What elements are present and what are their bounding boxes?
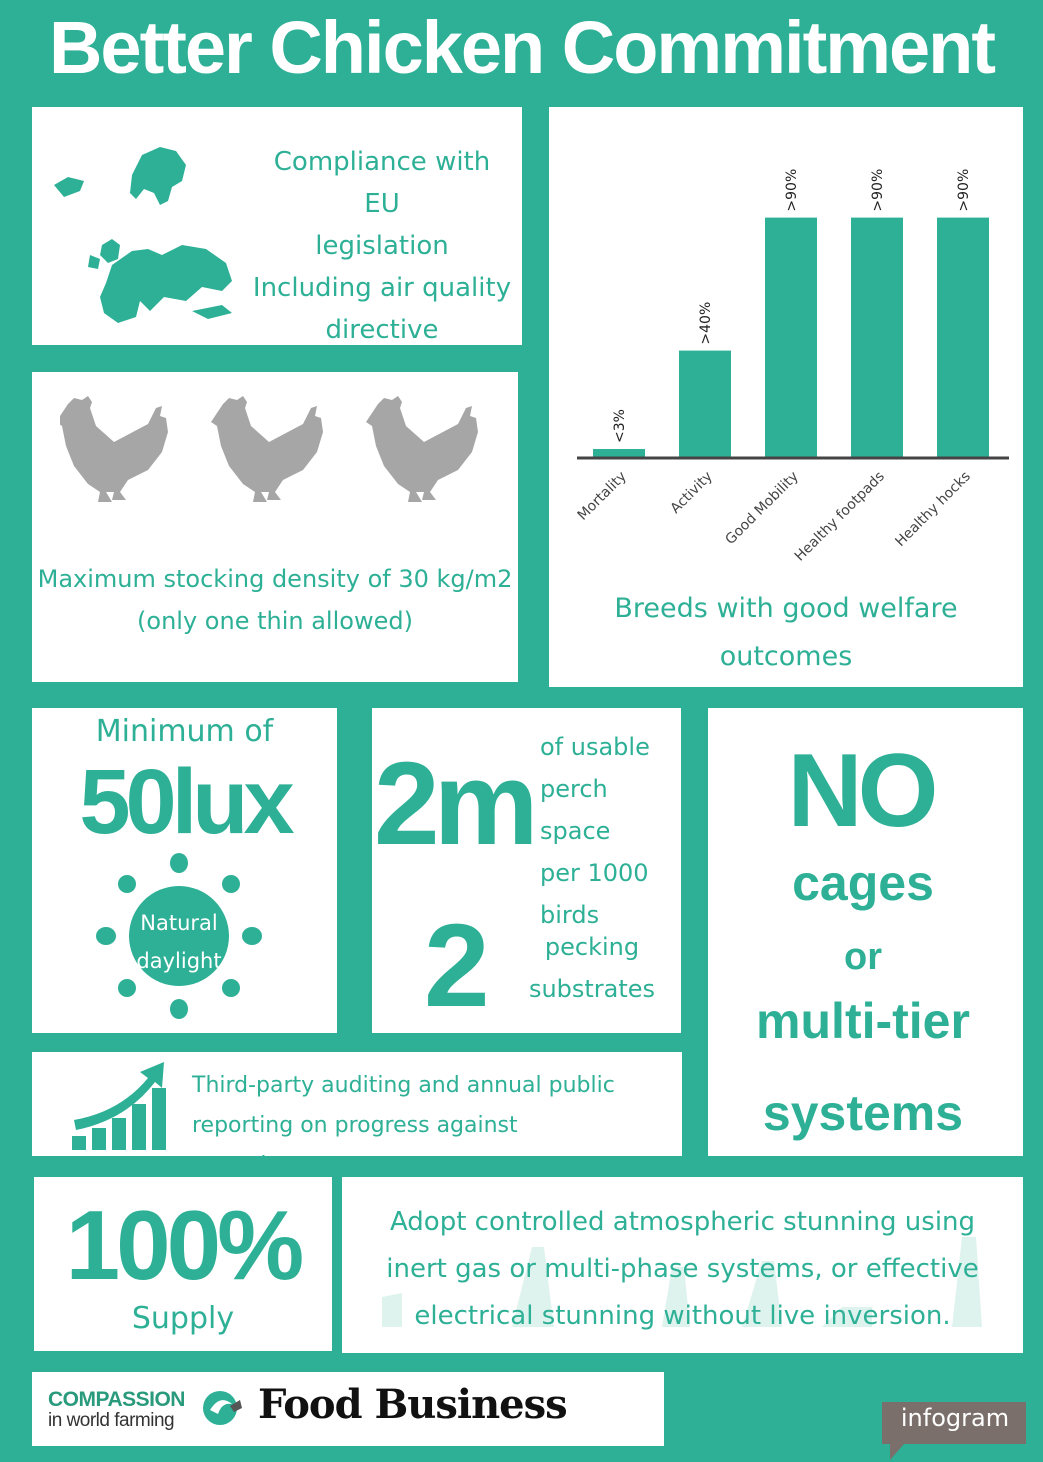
perch-line: perch space [540,775,611,845]
chart-bar [765,217,817,457]
stun-line: electrical stunning without live inversi… [414,1301,951,1331]
perch-panel: 2m of usable perch space per 1000 birds … [372,708,681,1033]
chart-category-label: Healthy footpads [792,469,888,565]
eu-compliance-panel: Compliance with EU legislation Including… [32,107,522,345]
page-title: Better Chicken Commitment [48,6,996,89]
pecking-line: substrates [528,975,656,1003]
europe-map-icon [54,147,232,323]
hen-icon [211,396,323,502]
perch-line: of usable [540,733,650,761]
factory-silhouette-icon [382,1237,982,1327]
audit-line: Third-party auditing and annual public [192,1073,615,1098]
eu-compliance-text: Compliance with EU legislation Including… [252,141,512,351]
pecking-value: 2 [424,900,490,1032]
perch-text: of usable perch space per 1000 birds [540,726,680,936]
chart-value-label: >40% [698,302,714,345]
stunning-text: Adopt controlled atmospheric stunning us… [362,1199,1003,1340]
supply-label: Supply [131,1301,235,1336]
chart-caption-line: Breeds with good welfare [614,593,958,624]
ciwf-swirl-icon [203,1391,242,1425]
sun-icon [96,853,262,1019]
chart-bar [851,217,903,457]
pecking-text: pecking substrates [512,926,672,1010]
hens-group [60,396,478,502]
eu-line: directive [325,315,439,345]
multi-tier-word: multi-tier [756,993,970,1049]
infogram-badge[interactable]: infogram [868,1398,1030,1462]
natural-daylight-label: Natural daylight [129,904,229,980]
chart-caption: Breeds with good welfare outcomes [549,585,1023,681]
welfare-outcomes-chart-panel: <3% Mortality >40% Activity >90% Good Mobilit… [549,107,1023,687]
stocking-line: Maximum stocking density of 30 kg/m2 [37,565,513,593]
chart-category-label: Mortality [575,469,630,524]
perch-value: 2m [374,738,539,870]
chart-value-label: >90% [956,169,972,212]
perch-line: birds [540,901,600,929]
ciwf-logo-bottom: in world farming [48,1410,175,1431]
or-word: or [844,936,882,978]
food-business-logo: Food Business [258,1381,568,1428]
infogram-tag-shape [882,1402,1026,1460]
chart-value-label: <3% [612,409,628,443]
logos-panel: COMPASSION in world farming Food Busines… [32,1372,664,1446]
chart-category-label: Activity [667,469,715,517]
supply-value: 100% [65,1190,305,1300]
sun-line: Natural [140,911,218,935]
hen-icon [60,396,168,502]
chart-category-label: Healthy hocks [892,469,973,550]
ciwf-logo-top: COMPASSION [48,1388,185,1411]
chart-value-label: >90% [870,169,886,212]
lux-value: 50lux [79,751,294,853]
stun-line: inert gas or multi-phase systems, or eff… [386,1254,979,1284]
pecking-line: pecking [544,933,640,961]
eu-line: legislation [315,231,449,261]
no-heading: NO [787,733,939,849]
infogram-label: infogram [900,1404,1010,1432]
cages-word: cages [792,855,934,911]
welfare-bar-chart: <3% Mortality >40% Activity >90% Good Mobilit… [575,169,1009,565]
stun-line: Adopt controlled atmospheric stunning us… [389,1207,976,1237]
supply-panel: 100% Supply [34,1177,332,1351]
auditing-text: Third-party auditing and annual public r… [192,1066,672,1186]
chart-bar [937,217,989,457]
no-cages-panel: NO cages or multi-tier systems [708,708,1023,1156]
lighting-panel: Minimum of 50lux Natural daylight [32,708,337,1033]
stocking-line: (only one thin allowed) [137,607,413,635]
eu-line: Compliance with EU [273,147,491,219]
stocking-density-text: Maximum stocking density of 30 kg/m2 (on… [32,558,518,642]
audit-line: reporting on progress against commitment… [192,1113,518,1178]
auditing-panel: Third-party auditing and annual public r… [32,1052,682,1178]
chart-category-label: Good Mobility [722,469,801,548]
systems-word: systems [762,1085,964,1141]
chart-value-label: >90% [784,169,800,212]
minimum-label: Minimum of [95,714,274,749]
stocking-density-panel: Maximum stocking density of 30 kg/m2 (on… [32,372,518,682]
growth-chart-icon [72,1062,166,1150]
eu-line: Including air quality [252,273,512,303]
chart-bar [679,350,731,457]
stunning-panel: Adopt controlled atmospheric stunning us… [342,1177,1023,1353]
sun-line: daylight [136,949,222,973]
hen-icon [366,396,478,502]
chart-bar [593,449,645,457]
perch-line: per 1000 [540,859,649,887]
chart-caption-line: outcomes [719,641,853,672]
